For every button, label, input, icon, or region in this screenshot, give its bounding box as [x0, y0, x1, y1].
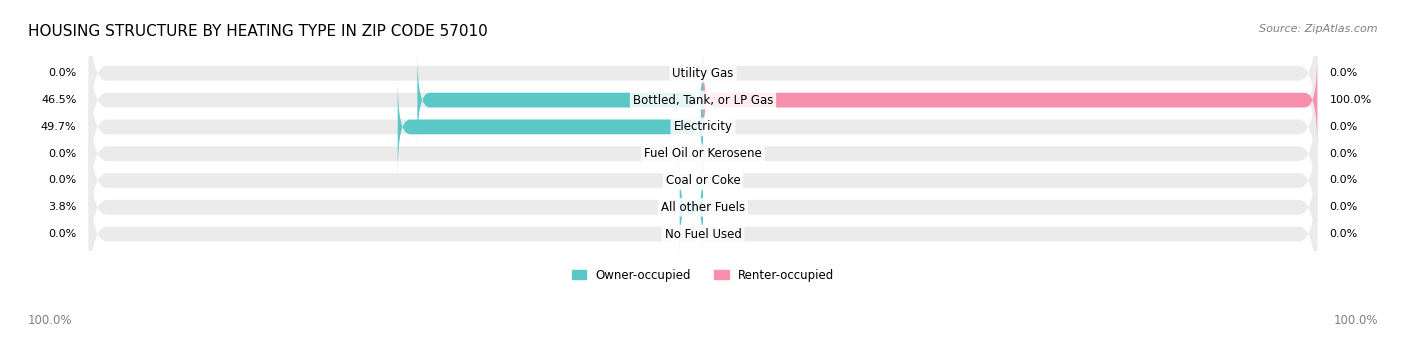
FancyBboxPatch shape — [89, 161, 1317, 307]
Text: 100.0%: 100.0% — [1333, 314, 1378, 327]
FancyBboxPatch shape — [398, 81, 703, 173]
FancyBboxPatch shape — [89, 107, 1317, 253]
Legend: Owner-occupied, Renter-occupied: Owner-occupied, Renter-occupied — [567, 264, 839, 287]
FancyBboxPatch shape — [418, 54, 703, 146]
Text: HOUSING STRUCTURE BY HEATING TYPE IN ZIP CODE 57010: HOUSING STRUCTURE BY HEATING TYPE IN ZIP… — [28, 24, 488, 39]
Text: Bottled, Tank, or LP Gas: Bottled, Tank, or LP Gas — [633, 94, 773, 107]
Text: 0.0%: 0.0% — [48, 149, 76, 159]
Text: 0.0%: 0.0% — [1330, 176, 1358, 186]
Text: 0.0%: 0.0% — [1330, 229, 1358, 239]
Text: Source: ZipAtlas.com: Source: ZipAtlas.com — [1260, 24, 1378, 34]
Text: 0.0%: 0.0% — [1330, 122, 1358, 132]
Text: 0.0%: 0.0% — [48, 176, 76, 186]
Text: 0.0%: 0.0% — [1330, 68, 1358, 78]
FancyBboxPatch shape — [89, 81, 1317, 227]
Text: No Fuel Used: No Fuel Used — [665, 227, 741, 240]
Text: 100.0%: 100.0% — [28, 314, 73, 327]
FancyBboxPatch shape — [89, 27, 1317, 173]
Text: 0.0%: 0.0% — [48, 229, 76, 239]
Text: 0.0%: 0.0% — [1330, 149, 1358, 159]
FancyBboxPatch shape — [703, 54, 1317, 146]
Text: Fuel Oil or Kerosene: Fuel Oil or Kerosene — [644, 147, 762, 160]
Text: 0.0%: 0.0% — [1330, 202, 1358, 212]
Text: 49.7%: 49.7% — [41, 122, 76, 132]
Text: 3.8%: 3.8% — [48, 202, 76, 212]
Text: 100.0%: 100.0% — [1330, 95, 1372, 105]
Text: 0.0%: 0.0% — [48, 68, 76, 78]
Text: All other Fuels: All other Fuels — [661, 201, 745, 214]
FancyBboxPatch shape — [679, 161, 703, 253]
Text: Electricity: Electricity — [673, 120, 733, 133]
FancyBboxPatch shape — [89, 54, 1317, 200]
Text: Utility Gas: Utility Gas — [672, 67, 734, 80]
Text: Coal or Coke: Coal or Coke — [665, 174, 741, 187]
FancyBboxPatch shape — [89, 134, 1317, 280]
Text: 46.5%: 46.5% — [41, 95, 76, 105]
FancyBboxPatch shape — [89, 0, 1317, 146]
